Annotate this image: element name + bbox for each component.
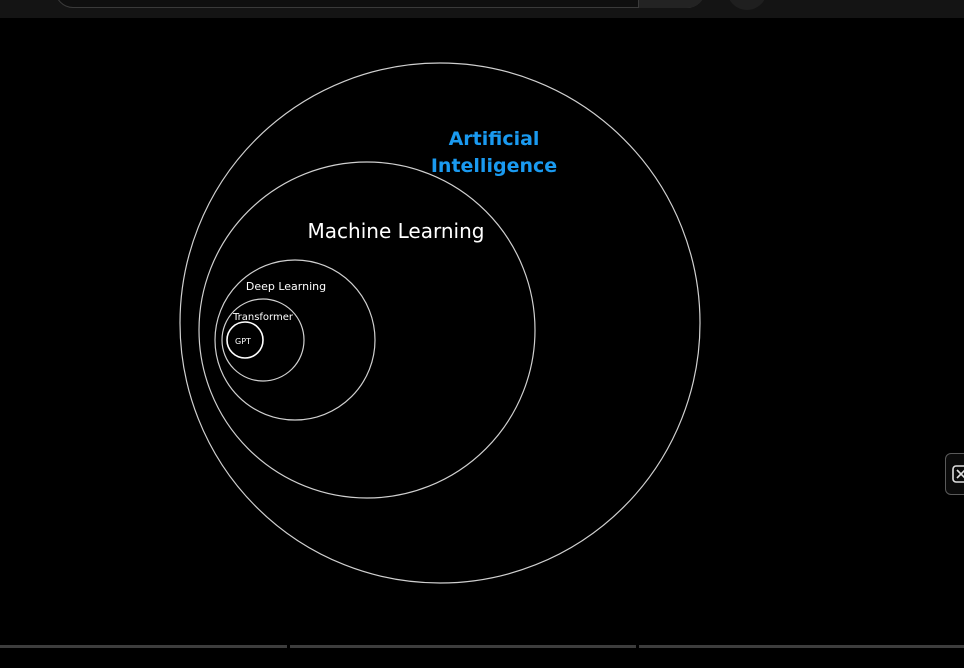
chapter-segment[interactable]: [290, 645, 636, 648]
label-artificial-intelligence-line2: Intelligence: [431, 155, 557, 177]
chapter-segment[interactable]: [0, 645, 287, 648]
circle-deep-learning: [214, 259, 376, 421]
circle-transformer: [221, 298, 305, 382]
close-box-icon: [952, 465, 964, 483]
mic-button[interactable]: [727, 0, 767, 10]
label-deep-learning: Deep Learning: [246, 280, 326, 293]
label-transformer: Transformer: [232, 312, 294, 323]
label-gpt: GPT: [235, 337, 251, 346]
circle-gpt: [226, 321, 264, 359]
search-button[interactable]: [638, 0, 705, 8]
side-panel-button[interactable]: [945, 453, 964, 495]
label-artificial-intelligence-line1: Artificial: [449, 128, 540, 150]
label-machine-learning: Machine Learning: [308, 219, 485, 243]
top-toolbar: [0, 0, 964, 18]
circle-machine-learning: [198, 161, 536, 499]
chapter-segment[interactable]: [639, 645, 964, 648]
circle-artificial-intelligence: [179, 62, 701, 584]
